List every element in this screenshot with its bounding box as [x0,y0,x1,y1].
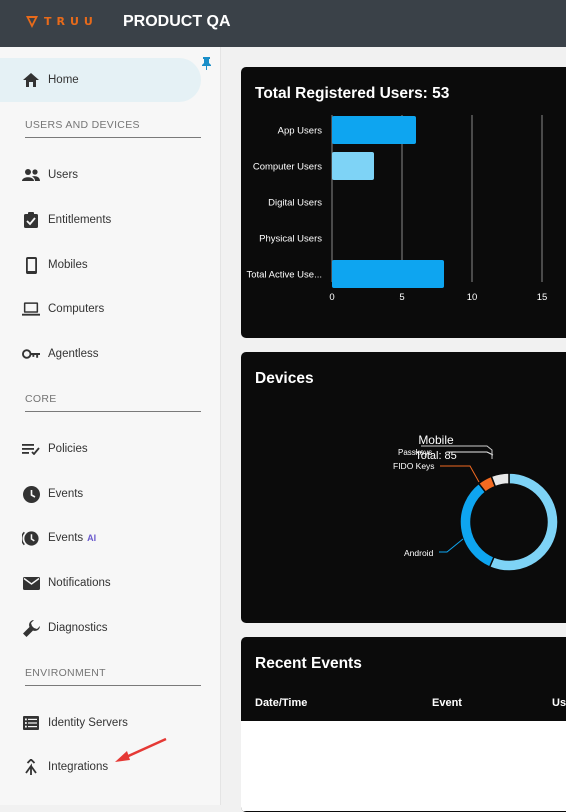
wrench-icon [22,619,40,637]
sidebar-item-identity-servers[interactable]: Identity Servers [0,701,221,745]
ai-badge: AI [87,533,97,543]
sidebar-item-entitlements[interactable]: Entitlements [0,198,221,242]
devices-chart-title: Devices [255,370,314,387]
donut-center-label: Mobile [418,433,454,447]
y-tick-label: App Users [278,126,323,137]
home-icon [22,71,40,89]
sidebar-item-label: Home [48,74,79,86]
bar [332,116,416,144]
bar [332,152,374,180]
slice-label-android: Android [404,548,434,558]
column-header-user[interactable]: Us [552,697,566,709]
slice-label-passkeys: Passkeys [398,448,432,457]
merge-icon [22,758,40,776]
bar [332,260,444,288]
sidebar-item-home[interactable]: Home [0,58,201,102]
policy-list-icon [22,440,40,458]
sidebar-item-label: Events AI [48,532,96,544]
slice-label-fido-keys: FIDO Keys [393,461,435,471]
section-users-and-devices: USERS AND DEVICES [25,119,201,138]
y-tick-label: Computer Users [253,162,322,173]
sidebar-item-events[interactable]: Events [0,472,221,516]
sidebar-item-label: Notifications [48,577,111,589]
sidebar-item-agentless[interactable]: Agentless [0,332,221,376]
sidebar-item-policies[interactable]: Policies [0,427,221,471]
pin-icon[interactable] [201,57,212,73]
donut-slice [490,472,510,488]
server-icon [22,714,40,732]
events-ai-text: Events [48,532,84,544]
users-bar-chart: 0 5 10 15 App Users Computer Users Digital Use… [246,115,548,303]
sidebar-item-notifications[interactable]: Notifications [0,561,221,605]
app-title: PRODUCT QA [123,13,231,30]
column-header-event[interactable]: Event [432,697,462,709]
top-bar: TRUU PRODUCT QA [0,0,566,47]
section-core: CORE [25,393,201,412]
mail-icon [22,574,40,592]
sidebar-item-integrations[interactable]: Integrations [0,745,221,789]
clock-ai-icon [22,529,40,547]
users-chart-title: Total Registered Users: 53 [255,85,450,102]
sidebar-item-diagnostics[interactable]: Diagnostics [0,606,221,650]
truu-logo-icon [26,15,38,28]
mobile-icon [22,256,40,274]
x-tick-label: 10 [467,292,478,303]
section-environment: ENVIRONMENT [25,667,201,686]
key-icon [22,345,40,363]
sidebar-item-users[interactable]: Users [0,153,221,197]
truu-logo[interactable]: TRUU [26,15,98,28]
events-table-body [241,721,566,811]
laptop-icon [22,300,40,318]
sidebar-item-label: Users [48,169,79,181]
x-tick-label: 15 [537,292,548,303]
users-chart-card: Total Registered Users: 53 0 5 10 15 App Use… [241,67,566,338]
sidebar: Home USERS AND DEVICES Users Entitlement… [0,47,221,805]
recent-events-title: Recent Events [255,655,362,672]
sidebar-item-label: Identity Servers [48,717,128,729]
donut-total-label: Total: 85 [415,450,457,462]
clock-icon [22,485,40,503]
users-icon [22,166,40,184]
sidebar-item-label: Computers [48,303,105,315]
logo-text: TRUU [44,15,98,28]
leader-line [440,465,480,483]
sidebar-item-label: Events [48,488,84,500]
recent-events-card: Recent Events Date/Time Event Us [241,637,566,812]
column-header-datetime[interactable]: Date/Time [255,697,308,709]
sidebar-item-label: Diagnostics [48,622,108,634]
sidebar-item-label: Entitlements [48,214,112,226]
donut-slice [459,482,495,568]
sidebar-item-label: Mobiles [48,259,88,271]
x-tick-label: 0 [329,292,334,303]
devices-chart-card: Devices Mobile Total: 85 Passkeys FIDO Keys… [241,352,566,623]
clipboard-check-icon [22,211,40,229]
sidebar-item-mobiles[interactable]: Mobiles [0,243,221,287]
sidebar-item-events-ai[interactable]: Events AI [0,516,221,560]
sidebar-item-label: Agentless [48,348,99,360]
x-tick-label: 5 [399,292,404,303]
donut-slice [488,472,559,572]
sidebar-item-label: Policies [48,443,88,455]
y-tick-label: Digital Users [268,198,322,209]
leader-line [421,445,493,459]
y-tick-label: Physical Users [259,234,322,245]
sidebar-item-computers[interactable]: Computers [0,287,221,331]
leader-line [439,538,464,553]
sidebar-item-label: Integrations [48,761,109,773]
leader-line [447,451,494,456]
y-tick-label: Total Active Use... [246,270,322,281]
